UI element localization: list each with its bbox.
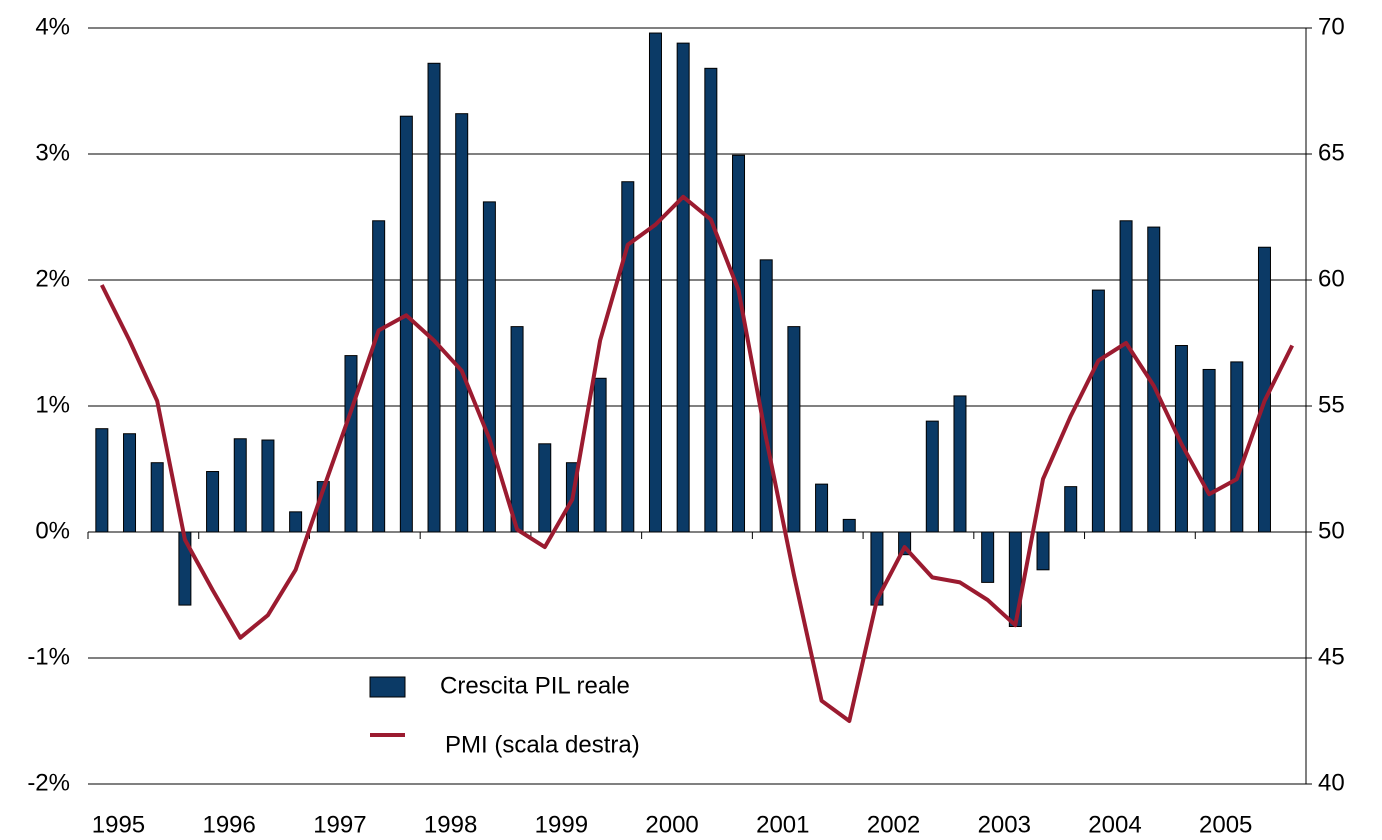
bar (676, 42, 690, 533)
bar (344, 355, 358, 533)
y-tick-label: 2% (35, 265, 70, 292)
bar (759, 259, 773, 533)
bar (1119, 220, 1133, 533)
y2-tick-label: 65 (1318, 139, 1345, 166)
bar (482, 201, 496, 533)
bar (925, 420, 939, 533)
bar (123, 433, 137, 533)
bar (704, 67, 718, 533)
x-tick-label: 1996 (202, 811, 255, 838)
y-tick-label: 3% (35, 139, 70, 166)
bar (648, 32, 662, 533)
y-tick-label: -2% (27, 769, 70, 796)
y-tick-label: 4% (35, 13, 70, 40)
y2-tick-label: 50 (1318, 517, 1345, 544)
bar (593, 377, 607, 533)
bar (732, 154, 746, 533)
bar (787, 326, 801, 533)
x-tick-label: 2003 (978, 811, 1031, 838)
bar (1064, 486, 1078, 533)
y2-tick-label: 70 (1318, 13, 1345, 40)
bar (1202, 368, 1216, 533)
bar (150, 462, 164, 533)
bar (1036, 531, 1050, 571)
x-tick-label: 2001 (756, 811, 809, 838)
x-tick-label: 1995 (92, 811, 145, 838)
y2-tick-label: 55 (1318, 391, 1345, 418)
bar (261, 439, 275, 533)
bar (842, 518, 856, 533)
bar (815, 483, 829, 533)
bar (621, 181, 635, 533)
bar (289, 511, 303, 533)
x-tick-label: 2005 (1199, 811, 1252, 838)
legend-label: Crescita PIL reale (440, 672, 630, 699)
legend-swatch (369, 676, 406, 698)
bar (399, 115, 413, 533)
y-tick-label: 0% (35, 517, 70, 544)
x-tick-label: 2000 (645, 811, 698, 838)
y2-tick-label: 40 (1318, 769, 1345, 796)
x-tick-label: 2002 (867, 811, 920, 838)
x-tick-label: 1997 (313, 811, 366, 838)
y-tick-label: 1% (35, 391, 70, 418)
y2-tick-label: 45 (1318, 643, 1345, 670)
bar (233, 438, 247, 533)
bar (1174, 345, 1188, 533)
bar (455, 113, 469, 533)
bar (538, 443, 552, 533)
x-tick-label: 2004 (1088, 811, 1141, 838)
bar (1091, 289, 1105, 533)
y2-tick-label: 60 (1318, 265, 1345, 292)
bar (206, 471, 220, 533)
x-tick-label: 1999 (535, 811, 588, 838)
x-tick-label: 1998 (424, 811, 477, 838)
bar (95, 428, 109, 533)
bar (427, 62, 441, 533)
pmi-line (100, 194, 1294, 723)
bar (1230, 361, 1244, 533)
legend-label: PMI (scala destra) (445, 731, 640, 758)
bar (372, 220, 386, 533)
bar (953, 395, 967, 533)
bar (981, 531, 995, 583)
y-tick-label: -1% (27, 643, 70, 670)
bar (510, 326, 524, 533)
